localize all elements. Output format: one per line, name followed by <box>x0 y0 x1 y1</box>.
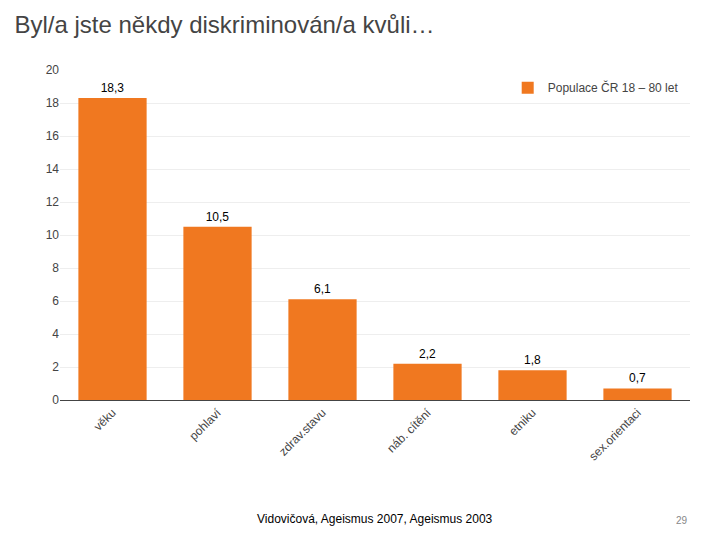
svg-text:věku: věku <box>91 406 119 434</box>
svg-text:2: 2 <box>52 360 59 374</box>
svg-text:0: 0 <box>52 393 59 407</box>
svg-text:10: 10 <box>46 228 60 242</box>
svg-text:Populace ČR 18 – 80 let: Populace ČR 18 – 80 let <box>548 80 679 95</box>
svg-text:6: 6 <box>52 294 59 308</box>
svg-text:etniku: etniku <box>506 406 539 439</box>
svg-text:náb. cítění: náb. cítění <box>384 405 434 455</box>
svg-text:zdrav.stavu: zdrav.stavu <box>276 406 329 459</box>
svg-text:2,2: 2,2 <box>419 347 436 361</box>
svg-text:29: 29 <box>676 515 688 526</box>
svg-text:10,5: 10,5 <box>206 210 230 224</box>
svg-text:4: 4 <box>52 327 59 341</box>
svg-text:12: 12 <box>46 195 60 209</box>
svg-text:0,7: 0,7 <box>629 371 646 385</box>
svg-text:Byl/a jste někdy diskriminován: Byl/a jste někdy diskriminován/a kvůli… <box>14 11 434 38</box>
svg-text:16: 16 <box>46 129 60 143</box>
svg-text:sex.orientaci: sex.orientaci <box>586 406 644 464</box>
svg-text:8: 8 <box>52 261 59 275</box>
svg-text:6,1: 6,1 <box>314 282 331 296</box>
svg-text:18,3: 18,3 <box>101 81 125 95</box>
svg-text:1,8: 1,8 <box>524 353 541 367</box>
svg-text:18: 18 <box>46 96 60 110</box>
svg-text:Vidovičová, Ageismus 2007, Age: Vidovičová, Ageismus 2007, Ageismus 2003 <box>257 512 493 526</box>
svg-text:pohlaví: pohlaví <box>187 405 225 443</box>
svg-text:20: 20 <box>46 63 60 77</box>
svg-text:14: 14 <box>46 162 60 176</box>
